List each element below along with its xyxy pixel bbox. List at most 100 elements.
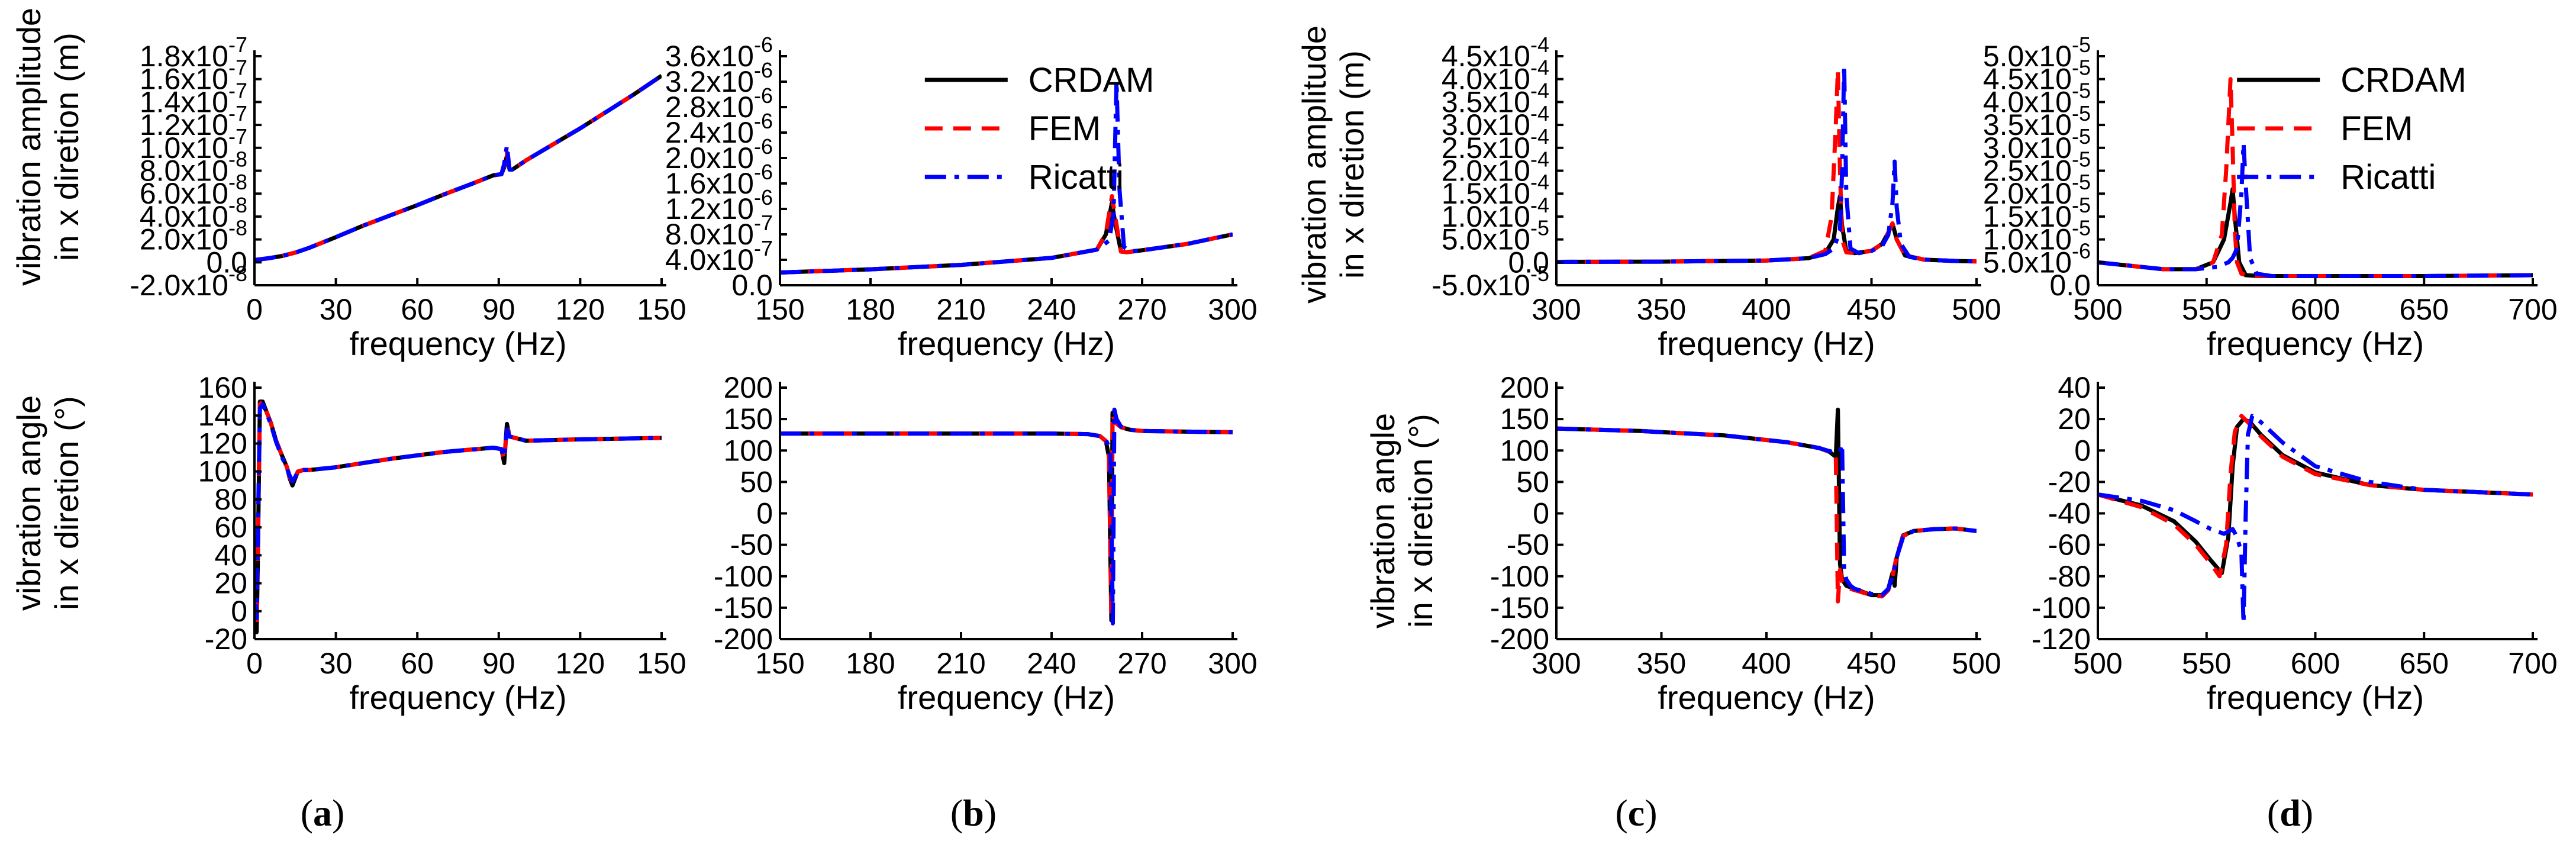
panel-label-a: (a): [301, 792, 345, 834]
series-line-fem: [2098, 414, 2533, 579]
series-line-crdam: [254, 399, 662, 634]
chart-c_ang: 300 350 400 450 500 -200-150-100-500501001502…: [1490, 371, 2001, 716]
y-tick-label: -2.0x10-8: [130, 262, 247, 302]
y-tick-label: 5.0x10-6: [1983, 238, 2091, 279]
x-tick-label: 300: [1208, 647, 1257, 680]
panel-label-b: (b): [950, 792, 997, 834]
chart-b_ang: 150 180 210 240 270 300-200-150-100-500501001…: [714, 371, 1258, 716]
series-line-ricatti: [2098, 414, 2533, 626]
svg-text:(b): (b): [950, 792, 997, 834]
y-tick-label: 120: [198, 427, 247, 460]
ylabel-c-ang-line1: vibration angle: [1364, 413, 1401, 628]
y-tick-label: 150: [1500, 402, 1549, 436]
x-tick-label: 240: [1027, 293, 1076, 326]
x-axis-label: frequency (Hz): [349, 325, 566, 362]
x-axis-label: frequency (Hz): [1658, 679, 1875, 716]
y-tick-label: 60: [214, 511, 247, 544]
y-tick-label: 5.0x10-5: [1442, 216, 1549, 256]
series-group: [1556, 407, 1977, 604]
series-group: [254, 399, 662, 634]
y-tick-label: 2.0x10-4: [1442, 147, 1549, 188]
svg-text:(a): (a): [301, 792, 345, 834]
y-tick-label: 2.8x10-6: [665, 83, 773, 124]
legend-label-fem: FEM: [1029, 109, 1101, 148]
y-tick-label: 0: [1533, 497, 1549, 530]
y-tick-label: -5.0x10-5: [1432, 262, 1549, 302]
x-tick-label: 210: [936, 293, 985, 326]
panel-label-c: (c): [1615, 792, 1657, 834]
chart-b_amp: 150 180 210 240 270 300 0.04.0x10-78.0x10-71.2…: [665, 33, 1258, 362]
series-group: [780, 79, 1233, 275]
legend-label-crdam: CRDAM: [1029, 61, 1155, 99]
y-tick-label: 100: [724, 434, 773, 467]
y-tick-label: 50: [740, 465, 773, 498]
series-line-fem: [780, 412, 1233, 620]
x-tick-label: 270: [1117, 647, 1166, 680]
x-tick-label: 90: [482, 647, 515, 680]
x-tick-label: 700: [2508, 293, 2557, 326]
series-line-ricatti: [254, 402, 662, 621]
x-tick-label: 300: [1532, 293, 1581, 326]
x-tick-label: 90: [482, 293, 515, 326]
series-line-ricatti: [780, 407, 1233, 626]
series-line-ricatti: [780, 79, 1233, 275]
ylabel-c-ang-line2: in x diretion (°): [1402, 414, 1439, 628]
y-tick-label: 1.2x10-7: [140, 101, 247, 141]
y-tick-label: 6.0x10-8: [140, 170, 247, 210]
y-tick-label: 1.2x10-6: [665, 185, 773, 225]
y-tick-label: 8.0x10-7: [665, 211, 773, 251]
y-tick-label: -100: [714, 560, 773, 593]
x-tick-label: 350: [1637, 647, 1686, 680]
series-line-fem: [1556, 426, 1977, 604]
y-tick-label: 100: [198, 455, 247, 488]
series-line-ricatti: [1556, 426, 1977, 598]
series-line-crdam: [1556, 407, 1977, 598]
x-tick-label: 210: [936, 647, 985, 680]
x-tick-label: 300: [1532, 647, 1581, 680]
y-tick-label: -80: [2048, 560, 2091, 593]
y-tick-label: 4.0x10-5: [1983, 78, 2091, 118]
ylabel-a-amp-line1: vibration amplitude: [10, 8, 47, 286]
x-axis-label: frequency (Hz): [1658, 325, 1875, 362]
y-tick-label: -200: [1490, 623, 1549, 656]
legend-label-ricatti: Ricatti: [1029, 158, 1124, 196]
y-tick-label: 2.0x10-5: [1983, 170, 2091, 210]
x-axis-label: frequency (Hz): [898, 325, 1115, 362]
x-tick-label: 700: [2508, 647, 2557, 680]
y-tick-label: -40: [2048, 497, 2091, 530]
y-tick-label: 0: [231, 595, 247, 628]
x-tick-label: 150: [755, 647, 804, 680]
x-axis-label: frequency (Hz): [349, 679, 566, 716]
y-tick-label: -150: [1490, 591, 1549, 624]
series-group: [254, 73, 662, 262]
y-tick-label: 1.4x10-7: [140, 78, 247, 118]
y-tick-label: 8.0x10-8: [140, 147, 247, 188]
y-tick-label: 1.0x10-4: [1442, 193, 1549, 233]
series-group: [780, 407, 1233, 626]
y-tick-label: 0: [756, 497, 773, 530]
y-tick-label: -200: [714, 623, 773, 656]
y-tick-label: 3.6x10-6: [665, 33, 773, 73]
legend: CRDAM FEM Ricatti: [2237, 61, 2467, 196]
y-tick-label: 100: [1500, 434, 1549, 467]
y-tick-label: 1.6x10-6: [665, 160, 773, 200]
series-line-fem: [1556, 67, 1977, 264]
x-tick-label: 550: [2182, 647, 2231, 680]
ylabel-c-amp-line2: in x diretion (m): [1333, 50, 1371, 279]
chart-c_amp: 300 350 400 450 500 -5.0x10-50.05.0x10-51.0x1…: [1432, 33, 2001, 362]
x-tick-label: 30: [320, 647, 353, 680]
y-tick-label: -20: [2048, 465, 2091, 498]
x-tick-label: 500: [1952, 293, 2001, 326]
x-axis-label: frequency (Hz): [2207, 325, 2424, 362]
series-line-fem: [2098, 77, 2533, 278]
x-tick-label: 400: [1742, 293, 1791, 326]
y-tick-label: 200: [1500, 371, 1549, 404]
y-tick-label: -150: [714, 591, 773, 624]
y-tick-label: 20: [214, 567, 247, 600]
y-tick-label: 40: [2058, 371, 2091, 404]
y-tick-label: -20: [205, 623, 247, 656]
y-tick-label: 2.0x10-8: [140, 216, 247, 256]
ylabel-a-amp-line2: in x diretion (m): [48, 33, 85, 261]
y-tick-label: -50: [730, 528, 773, 562]
